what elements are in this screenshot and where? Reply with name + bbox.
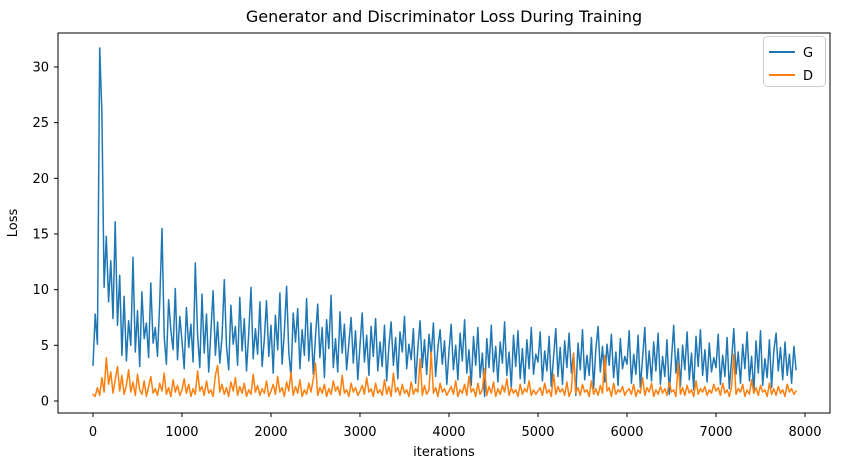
- series-line-G: [92, 47, 797, 398]
- legend-box: [763, 36, 826, 87]
- x-axis-label: iterations: [413, 445, 475, 460]
- y-axis-label: Loss: [6, 209, 21, 238]
- x-tick-label: 6000: [610, 425, 643, 440]
- x-tick-label: 7000: [699, 425, 732, 440]
- y-tick-label: 0: [41, 394, 49, 409]
- legend-label-D: D: [803, 69, 813, 84]
- x-tick-label: 1000: [165, 425, 198, 440]
- x-tick-label: 3000: [343, 425, 376, 440]
- y-axis-ticks: 0 5 10 15 20 25 30: [32, 60, 58, 409]
- x-tick-label: 2000: [254, 425, 287, 440]
- y-tick-label: 5: [41, 339, 49, 354]
- y-tick-label: 30: [32, 60, 49, 75]
- y-tick-label: 15: [32, 227, 49, 242]
- plot-area: [57, 32, 831, 414]
- x-axis-ticks: 0 1000 2000 3000 4000 5000 6000 7000 8000: [89, 413, 822, 440]
- chart-title: Generator and Discriminator Loss During …: [246, 7, 642, 26]
- x-tick-label: 0: [89, 425, 97, 440]
- y-tick-label: 25: [32, 116, 49, 131]
- series-lines: [92, 47, 797, 398]
- y-tick-label: 10: [32, 283, 49, 298]
- x-tick-label: 4000: [432, 425, 465, 440]
- series-line-D: [92, 351, 797, 398]
- y-tick-label: 20: [32, 172, 49, 187]
- legend: G D: [763, 36, 826, 87]
- legend-label-G: G: [803, 46, 813, 61]
- x-tick-label: 8000: [788, 425, 821, 440]
- x-tick-label: 5000: [521, 425, 554, 440]
